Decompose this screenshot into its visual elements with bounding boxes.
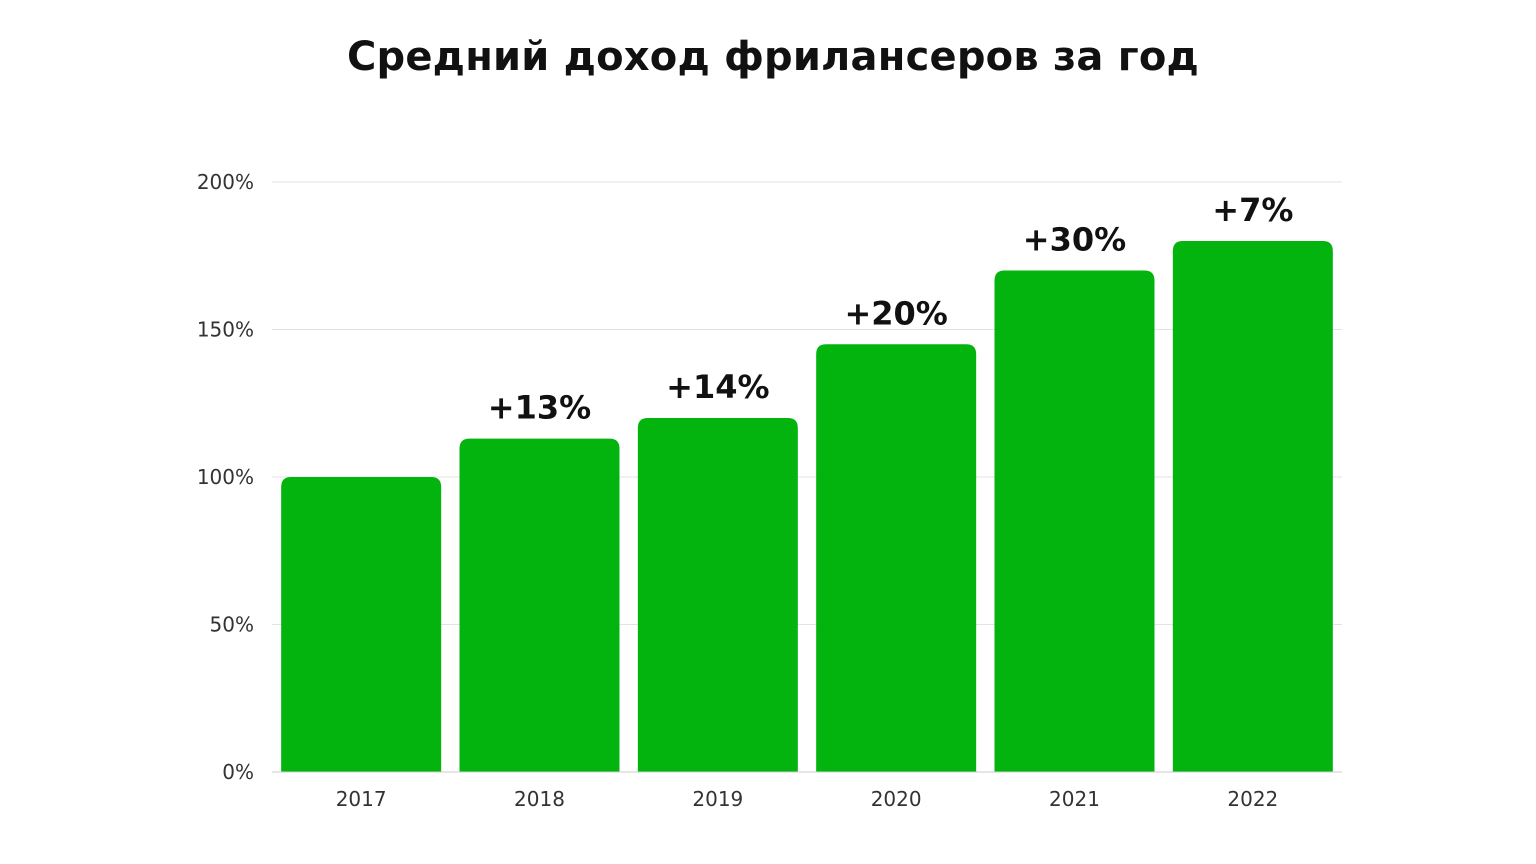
x-tick-label: 2017 — [336, 787, 387, 811]
data-label-2020: +20% — [844, 294, 947, 332]
bar-2017 — [281, 477, 442, 772]
chart-title: Средний доход фрилансеров за год — [346, 34, 1200, 80]
x-tick-label: 2021 — [1049, 787, 1100, 811]
bar-2021 — [994, 270, 1155, 772]
data-labels: +13% +14% +20% +30% +7% — [488, 191, 1294, 427]
bar-2022 — [1172, 241, 1333, 772]
y-tick-label: 150% — [197, 318, 254, 342]
y-axis: 0% 50% 100% 150% 200% — [197, 170, 254, 784]
y-tick-label: 200% — [197, 170, 254, 194]
x-tick-label: 2018 — [514, 787, 565, 811]
bar-2020 — [816, 344, 977, 772]
y-tick-label: 0% — [222, 760, 254, 784]
gridlines — [272, 181, 1342, 625]
data-label-2022: +7% — [1212, 191, 1293, 229]
bar-2019 — [637, 418, 798, 772]
data-label-2018: +13% — [488, 389, 591, 427]
x-tick-label: 2019 — [692, 787, 743, 811]
data-label-2019: +14% — [666, 368, 769, 406]
x-tick-label: 2022 — [1227, 787, 1278, 811]
data-label-2021: +30% — [1023, 221, 1126, 259]
y-tick-label: 50% — [210, 613, 254, 637]
x-axis: 2017 2018 2019 2020 2021 2022 — [272, 771, 1342, 811]
bars — [281, 241, 1333, 772]
x-tick-label: 2020 — [871, 787, 922, 811]
bar-2018 — [459, 438, 620, 772]
y-tick-label: 100% — [197, 465, 254, 489]
